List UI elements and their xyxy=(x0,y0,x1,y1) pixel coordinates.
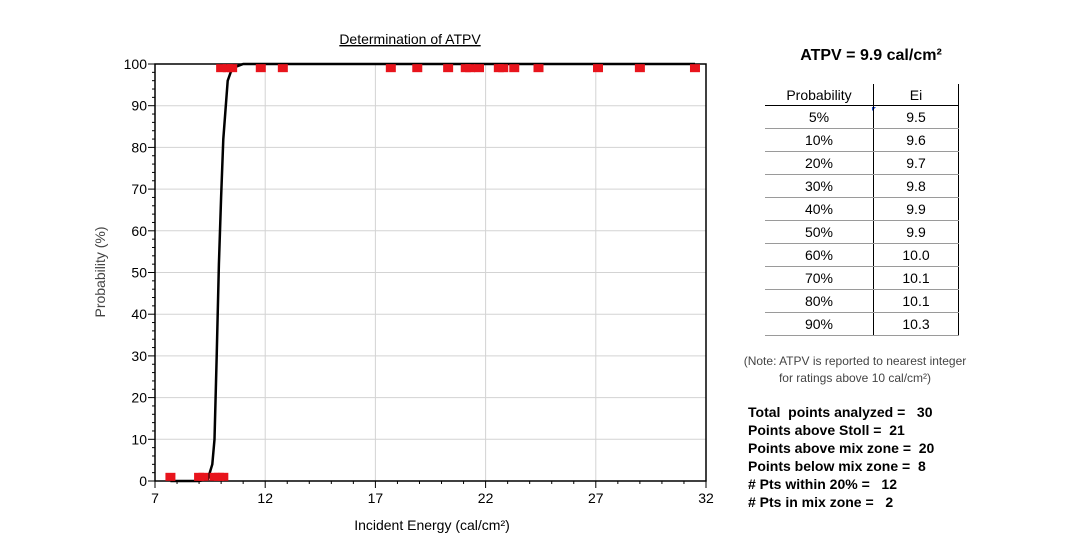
data-point xyxy=(198,472,209,481)
y-tick-label: 50 xyxy=(131,265,147,281)
data-point xyxy=(255,64,266,73)
table-cell-ei: 9.9 xyxy=(873,197,959,221)
table-row: 30% 9.8 xyxy=(765,174,959,198)
y-tick-label: 80 xyxy=(131,139,147,155)
table-row: 10% 9.6 xyxy=(765,128,959,152)
table-cell-ei: 10.3 xyxy=(873,312,959,336)
table-cell-probability: 50% xyxy=(765,220,874,244)
table-cell-probability: 60% xyxy=(765,243,874,267)
y-tick-label: 60 xyxy=(131,223,147,239)
stat-points-within-20pct: # Pts within 20% = 12 xyxy=(748,476,898,492)
y-tick-label: 100 xyxy=(124,56,148,72)
y-tick-label: 40 xyxy=(131,306,147,322)
table-row: 70% 10.1 xyxy=(765,266,959,290)
table-cell-ei: 10.1 xyxy=(873,289,959,313)
x-tick-label: 22 xyxy=(478,490,494,506)
y-axis-label: Probability (%) xyxy=(92,226,108,317)
table-row: 90% 10.3 xyxy=(765,312,959,336)
y-tick-label: 0 xyxy=(139,473,147,489)
y-tick-label: 30 xyxy=(131,348,147,364)
atpv-chart: 0 10 20 30 40 50 60 70 80 90 100 7 12 17 22 27 32 Determ… xyxy=(92,31,714,533)
table-row: 60% 10.0 xyxy=(765,243,959,267)
chart-title: Determination of ATPV xyxy=(339,31,481,47)
data-point xyxy=(473,64,484,73)
table-cell-ei: 9.7 xyxy=(873,151,959,175)
table-cell-probability: 20% xyxy=(765,151,874,175)
data-point xyxy=(689,64,700,73)
data-point xyxy=(443,64,454,73)
stat-total-points: Total points analyzed = 30 xyxy=(748,404,933,420)
data-point xyxy=(412,64,423,73)
table-row: 50% 9.9 xyxy=(765,220,959,244)
stat-points-above-mix-zone: Points above mix zone = 20 xyxy=(748,440,935,456)
stat-points-above-stoll: Points above Stoll = 21 xyxy=(748,422,905,438)
x-tick-label: 17 xyxy=(368,490,384,506)
column-header-probability: Probability xyxy=(765,84,874,106)
atpv-heading: ATPV = 9.9 cal/cm² xyxy=(800,47,942,64)
x-tick-label: 32 xyxy=(698,490,714,506)
stat-points-in-mix-zone: # Pts in mix zone = 2 xyxy=(748,494,894,510)
x-tick-label: 7 xyxy=(151,490,159,506)
data-point xyxy=(634,64,645,73)
y-tick-label: 10 xyxy=(131,431,147,447)
table-cell-ei: 9.9 xyxy=(873,220,959,244)
data-point xyxy=(165,472,176,481)
data-point xyxy=(277,64,288,73)
y-tick-label: 20 xyxy=(131,390,147,406)
data-point xyxy=(218,472,229,481)
stat-points-below-mix-zone: Points below mix zone = 8 xyxy=(748,458,926,474)
data-point xyxy=(385,64,396,73)
data-point xyxy=(509,64,520,73)
table-row: 20% 9.7 xyxy=(765,151,959,175)
table-cell-probability: 80% xyxy=(765,289,874,313)
column-header-ei: Ei xyxy=(873,84,959,106)
note-line: for ratings above 10 cal/cm²) xyxy=(778,371,932,385)
table-cell-ei: 9.5 xyxy=(873,105,959,129)
y-tick-label: 90 xyxy=(131,98,147,114)
note-line: (Note: ATPV is reported to nearest integ… xyxy=(743,354,967,368)
x-tick-label: 27 xyxy=(588,490,604,506)
table-row: 80% 10.1 xyxy=(765,289,959,313)
analysis-stats: Total points analyzed = 30 Points above … xyxy=(748,403,934,511)
chart-grid xyxy=(154,63,707,482)
chart-points-layer xyxy=(165,64,700,481)
table-cell-ei: 10.0 xyxy=(873,243,959,267)
table-cell-ei: 9.8 xyxy=(873,174,959,198)
chart-axes: 0 10 20 30 40 50 60 70 80 90 100 7 12 17 22 27 32 xyxy=(124,56,714,506)
atpv-note: (Note: ATPV is reported to nearest integ… xyxy=(728,353,982,387)
table-cell-ei: 9.6 xyxy=(873,128,959,152)
probability-table: Probability Ei 5% 9.5 10% 9.6 20% 9.7 30% 9.… xyxy=(765,84,959,336)
table-cell-probability: 30% xyxy=(765,174,874,198)
table-header-row: Probability Ei xyxy=(765,84,959,106)
table-cell-probability: 5% xyxy=(765,105,874,129)
table-cell-probability: 90% xyxy=(765,312,874,336)
data-point xyxy=(498,64,509,73)
data-point xyxy=(227,64,238,73)
table-row: 40% 9.9 xyxy=(765,197,959,221)
x-axis-label: Incident Energy (cal/cm²) xyxy=(354,517,510,533)
table-row: 5% 9.5 xyxy=(765,105,959,129)
y-tick-label: 70 xyxy=(131,181,147,197)
data-point xyxy=(533,64,544,73)
table-cell-probability: 40% xyxy=(765,197,874,221)
data-point xyxy=(465,64,476,73)
data-point xyxy=(216,64,227,73)
data-point xyxy=(593,64,604,73)
x-tick-label: 12 xyxy=(257,490,273,506)
table-cell-probability: 70% xyxy=(765,266,874,290)
table-cell-probability: 10% xyxy=(765,128,874,152)
table-cell-ei: 10.1 xyxy=(873,266,959,290)
